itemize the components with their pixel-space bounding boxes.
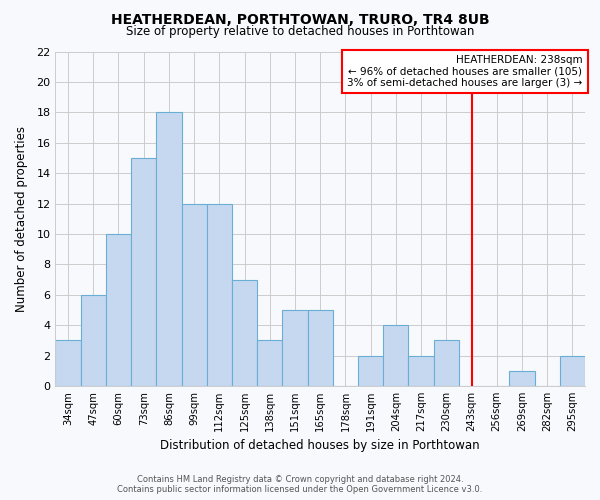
Bar bbox=[434, 340, 459, 386]
Bar bbox=[560, 356, 585, 386]
Bar bbox=[257, 340, 283, 386]
Text: Size of property relative to detached houses in Porthtowan: Size of property relative to detached ho… bbox=[126, 25, 474, 38]
X-axis label: Distribution of detached houses by size in Porthtowan: Distribution of detached houses by size … bbox=[160, 440, 480, 452]
Bar bbox=[207, 204, 232, 386]
Bar bbox=[283, 310, 308, 386]
Bar bbox=[182, 204, 207, 386]
Bar bbox=[55, 340, 80, 386]
Bar bbox=[409, 356, 434, 386]
Bar bbox=[232, 280, 257, 386]
Text: Contains HM Land Registry data © Crown copyright and database right 2024.
Contai: Contains HM Land Registry data © Crown c… bbox=[118, 474, 482, 494]
Text: HEATHERDEAN, PORTHTOWAN, TRURO, TR4 8UB: HEATHERDEAN, PORTHTOWAN, TRURO, TR4 8UB bbox=[110, 12, 490, 26]
Bar bbox=[131, 158, 157, 386]
Bar bbox=[509, 370, 535, 386]
Bar bbox=[358, 356, 383, 386]
Y-axis label: Number of detached properties: Number of detached properties bbox=[15, 126, 28, 312]
Text: HEATHERDEAN: 238sqm
← 96% of detached houses are smaller (105)
3% of semi-detach: HEATHERDEAN: 238sqm ← 96% of detached ho… bbox=[347, 55, 583, 88]
Bar bbox=[80, 294, 106, 386]
Bar bbox=[157, 112, 182, 386]
Bar bbox=[106, 234, 131, 386]
Bar bbox=[308, 310, 333, 386]
Bar bbox=[383, 325, 409, 386]
